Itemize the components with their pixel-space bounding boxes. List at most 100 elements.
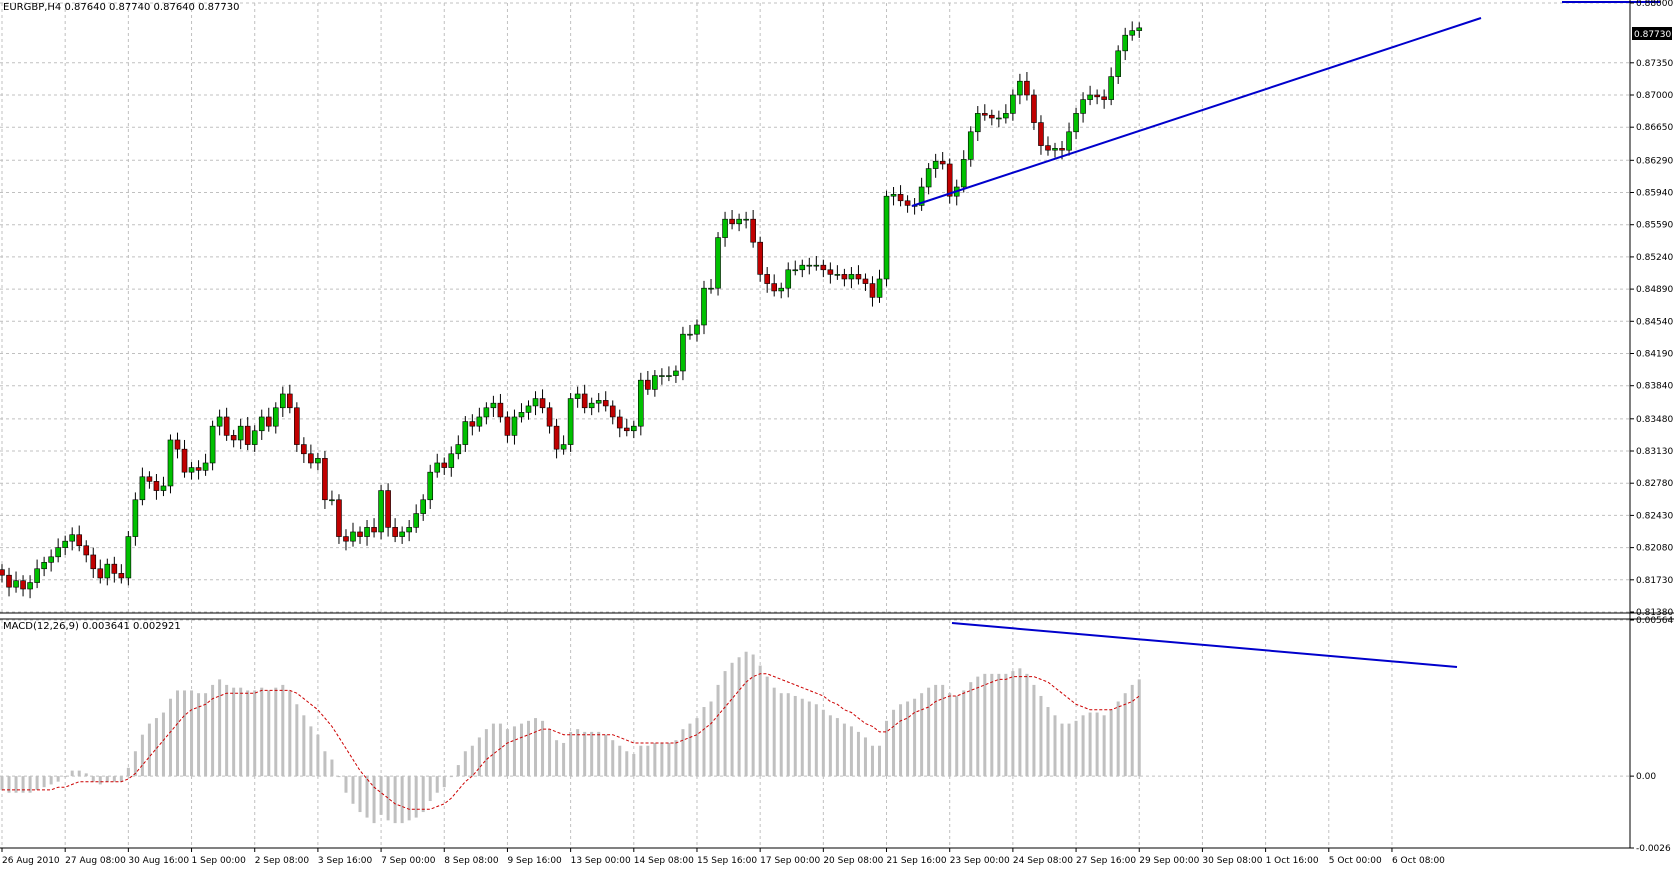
macd-bar[interactable] <box>98 776 102 785</box>
candle[interactable] <box>27 575 33 599</box>
candle[interactable] <box>385 483 391 537</box>
candle[interactable] <box>1101 89 1107 109</box>
candle[interactable] <box>616 409 623 438</box>
macd-bar[interactable] <box>42 776 46 788</box>
macd-bar[interactable] <box>807 701 811 777</box>
macd-bar[interactable] <box>870 745 874 777</box>
candle[interactable] <box>69 527 75 551</box>
macd-bar[interactable] <box>723 671 727 777</box>
candle[interactable] <box>118 564 125 584</box>
macd-bar[interactable] <box>709 701 713 777</box>
candle[interactable] <box>251 425 258 452</box>
macd-bar[interactable] <box>688 723 692 777</box>
macd-bar[interactable] <box>737 657 741 777</box>
candle[interactable] <box>960 150 967 193</box>
macd-bar[interactable] <box>225 684 229 777</box>
macd-bar[interactable] <box>77 770 81 777</box>
macd-bar[interactable] <box>218 679 222 777</box>
macd-bar[interactable] <box>232 687 236 777</box>
macd-bar[interactable] <box>147 723 151 777</box>
candle[interactable] <box>272 402 279 434</box>
macd-bar[interactable] <box>161 712 165 777</box>
candle[interactable] <box>378 485 384 540</box>
candle[interactable] <box>673 365 679 383</box>
macd-bar[interactable] <box>253 690 257 777</box>
candle[interactable] <box>743 211 749 229</box>
macd-histogram[interactable] <box>0 651 1141 824</box>
candle[interactable] <box>722 211 728 247</box>
candle[interactable] <box>469 414 476 436</box>
candle[interactable] <box>167 434 174 494</box>
macd-bar[interactable] <box>1095 712 1099 777</box>
macd-bar[interactable] <box>793 695 797 777</box>
candle[interactable] <box>989 109 995 126</box>
candle[interactable] <box>1038 115 1044 155</box>
macd-bar[interactable] <box>1032 684 1036 777</box>
macd-bar[interactable] <box>716 684 720 777</box>
macd-bar[interactable] <box>204 693 208 777</box>
candle[interactable] <box>539 389 546 414</box>
candle[interactable] <box>883 190 890 287</box>
macd-bar[interactable] <box>168 698 172 777</box>
candle[interactable] <box>1010 89 1016 121</box>
candle[interactable] <box>588 397 595 416</box>
macd-bar[interactable] <box>1088 712 1092 777</box>
macd-bar[interactable] <box>14 776 18 793</box>
candle[interactable] <box>90 547 97 578</box>
candle[interactable] <box>146 471 153 489</box>
macd-bar[interactable] <box>653 742 657 777</box>
candle[interactable] <box>813 255 820 271</box>
candle[interactable] <box>1024 71 1030 101</box>
candle[interactable] <box>6 567 12 597</box>
candle[interactable] <box>659 368 665 385</box>
candle[interactable] <box>1073 107 1079 140</box>
candle[interactable] <box>483 402 490 425</box>
macd-bar[interactable] <box>779 693 783 777</box>
candle[interactable] <box>869 276 876 307</box>
candle[interactable] <box>258 409 265 440</box>
candle[interactable] <box>322 451 328 509</box>
macd-bar[interactable] <box>786 693 790 777</box>
macd-bar[interactable] <box>1039 695 1043 777</box>
candle[interactable] <box>855 265 862 285</box>
macd-bar[interactable] <box>1074 720 1078 777</box>
macd-bar[interactable] <box>604 734 608 777</box>
macd-bar[interactable] <box>863 737 867 777</box>
candle[interactable] <box>413 504 419 533</box>
candle[interactable] <box>329 490 335 506</box>
macd-bar[interactable] <box>337 776 341 778</box>
macd-bar[interactable] <box>428 776 432 802</box>
candle[interactable] <box>939 152 946 170</box>
macd-bar[interactable] <box>821 709 825 777</box>
candle[interactable] <box>399 526 405 544</box>
macd-bar[interactable] <box>449 776 453 778</box>
candle[interactable] <box>645 370 651 395</box>
macd-bar[interactable] <box>1018 668 1022 777</box>
candle[interactable] <box>757 236 763 282</box>
candle[interactable] <box>827 262 834 284</box>
macd-bar[interactable] <box>828 715 832 777</box>
macd-bar[interactable] <box>611 740 615 777</box>
candle[interactable] <box>97 559 104 584</box>
candle[interactable] <box>799 259 806 278</box>
macd-bar[interactable] <box>695 718 699 777</box>
candle[interactable] <box>420 494 427 521</box>
macd-bar[interactable] <box>1053 715 1057 777</box>
candle[interactable] <box>602 391 609 412</box>
macd-bar[interactable] <box>892 709 896 777</box>
candle[interactable] <box>490 395 497 417</box>
candle[interactable] <box>532 391 539 416</box>
candle[interactable] <box>764 267 770 293</box>
candle[interactable] <box>279 386 286 417</box>
macd-bar[interactable] <box>941 684 945 777</box>
candle[interactable] <box>630 420 637 439</box>
candle[interactable] <box>287 384 293 414</box>
macd-bar[interactable] <box>281 684 285 777</box>
macd-bar[interactable] <box>1137 679 1141 777</box>
macd-bar[interactable] <box>1067 723 1071 777</box>
macd-bar[interactable] <box>632 754 636 777</box>
candle[interactable] <box>525 400 532 420</box>
macd-bar[interactable] <box>84 773 88 777</box>
candle[interactable] <box>294 402 300 452</box>
candle[interactable] <box>1129 21 1136 41</box>
